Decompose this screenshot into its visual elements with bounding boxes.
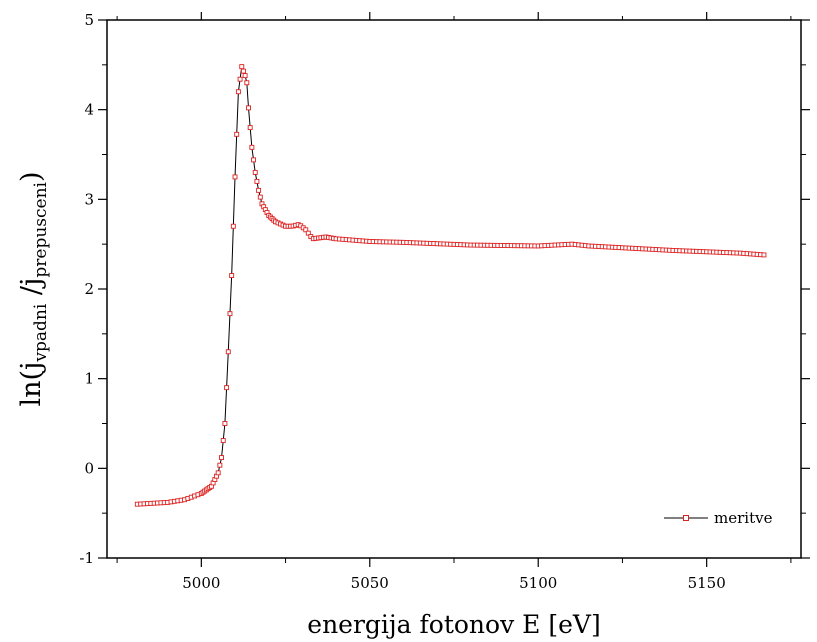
y-tick-labels: -1 0 1 2 3 4 5 (79, 11, 94, 567)
data-point (761, 252, 767, 258)
y-axis-title-post: ) (16, 171, 47, 182)
data-point (252, 169, 258, 175)
data-point (227, 311, 233, 317)
y-tick-label: 4 (84, 101, 94, 119)
data-point (246, 105, 251, 111)
y-tick-label: 5 (84, 11, 94, 29)
data-point (303, 227, 309, 233)
data-point (217, 462, 223, 468)
y-axis-title-sub1: vpadni (31, 303, 51, 362)
data-point (251, 157, 257, 163)
axis-ticks (98, 12, 810, 567)
x-tick-labels: 5000 5050 5100 5150 (182, 574, 726, 592)
data-point (305, 230, 311, 236)
y-tick-label: -1 (79, 549, 94, 567)
data-point (215, 470, 221, 476)
data-point (225, 349, 231, 355)
data-point (244, 80, 250, 86)
data-point (249, 144, 255, 150)
data-point (232, 174, 238, 180)
legend: meritve (664, 509, 773, 527)
y-tick-label: 0 (84, 459, 94, 477)
data-point (222, 421, 228, 426)
y-axis-title-mid: /j (16, 278, 47, 304)
y-tick-label: 3 (84, 190, 94, 208)
series-line-meritve (137, 66, 764, 505)
y-axis-title-pre: ln(j (16, 362, 47, 407)
data-point (230, 223, 236, 229)
plot-frame (106, 19, 802, 559)
x-tick-label: 5050 (351, 574, 389, 592)
data-point (220, 438, 226, 443)
x-tick-label: 5000 (182, 574, 220, 592)
y-tick-label: 1 (84, 370, 94, 388)
data-point (257, 194, 263, 200)
series-layer (134, 64, 767, 507)
x-tick-label: 5100 (519, 574, 557, 592)
data-point (254, 178, 260, 184)
data-point (224, 385, 230, 391)
data-point (235, 89, 241, 95)
x-tick-label: 5150 (688, 574, 726, 592)
data-point (229, 273, 235, 278)
data-point (239, 64, 245, 70)
y-tick-label: 2 (84, 280, 94, 298)
data-point (256, 187, 262, 193)
y-axis-title: ln(jvpadni /jprepusceni) (16, 171, 51, 406)
y-axis-title-sub2: prepusceni (31, 181, 51, 277)
data-point (247, 125, 253, 131)
data-point (219, 455, 224, 461)
legend-label: meritve (714, 509, 773, 527)
x-axis-title: energija fotonov E [eV] (307, 610, 600, 639)
data-point (240, 68, 246, 74)
data-point (234, 131, 240, 137)
legend-marker-sample (683, 515, 689, 521)
data-point (237, 76, 243, 82)
data-point (242, 73, 248, 79)
